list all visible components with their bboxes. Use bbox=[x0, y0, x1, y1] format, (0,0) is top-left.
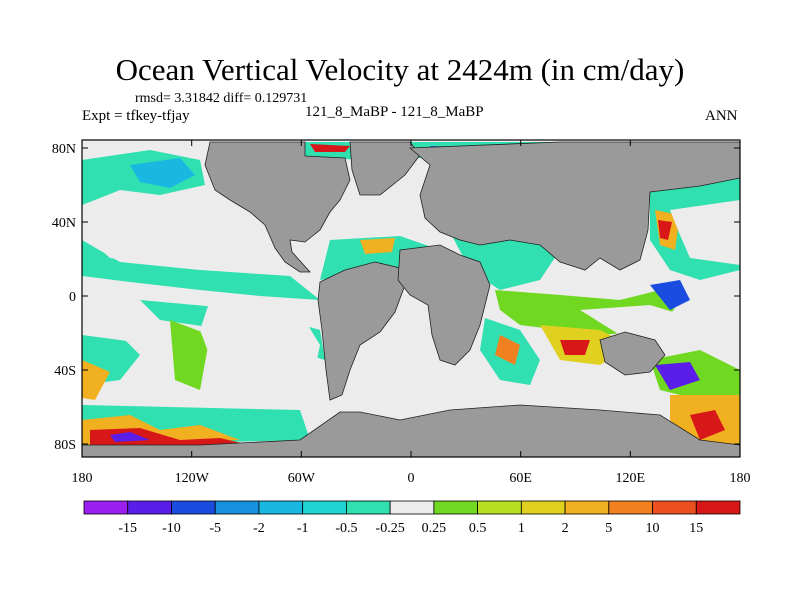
field-blob bbox=[658, 220, 672, 240]
field-blob bbox=[360, 238, 395, 254]
land-north-america bbox=[204, 141, 351, 273]
colorbar-swatch bbox=[127, 500, 172, 515]
lat-tick-label: 80N bbox=[52, 142, 76, 157]
near-zero-region bbox=[200, 300, 320, 398]
field-blob bbox=[650, 280, 690, 310]
field-blob bbox=[110, 432, 150, 442]
land-australia bbox=[599, 331, 666, 376]
colorbar-label: 5 bbox=[605, 521, 612, 536]
case-label: 121_8_MaBP - 121_8_MaBP bbox=[305, 104, 484, 120]
lon-tick-label: 0 bbox=[408, 471, 415, 486]
lon-tick-label: 180 bbox=[730, 471, 751, 486]
near-zero-region bbox=[670, 200, 740, 265]
colorbar-swatch bbox=[608, 500, 653, 515]
lat-tick-label: 0 bbox=[69, 290, 76, 305]
land-greenland bbox=[349, 141, 421, 196]
field-blob bbox=[495, 335, 520, 365]
land-south-america bbox=[317, 261, 406, 401]
near-zero-region bbox=[82, 300, 165, 342]
colorbar: -15 -10 -5 -2 -1 -0.5 -0.25 0.25 0.5 1 2 5 10 15 bbox=[83, 500, 741, 536]
stats-label: rmsd= 3.31842 diff= 0.129731 bbox=[135, 91, 308, 106]
colorbar-swatch bbox=[345, 500, 391, 515]
colorbar-label: 0.5 bbox=[469, 521, 487, 536]
map-fields bbox=[82, 141, 740, 457]
lon-tick-label: 180 bbox=[72, 471, 93, 486]
lon-tick-label: 60E bbox=[509, 471, 532, 486]
colorbar-label: -15 bbox=[118, 521, 137, 536]
colorbar-label: -1 bbox=[297, 521, 309, 536]
field-blob bbox=[82, 360, 110, 400]
land-africa bbox=[397, 244, 491, 366]
colorbar-swatch bbox=[564, 500, 610, 515]
colorbar-swatch bbox=[520, 500, 566, 515]
lat-tick-label: 80S bbox=[54, 438, 76, 453]
colorbar-swatch bbox=[477, 500, 522, 515]
longitude-axis: 180 120W 60W 0 60E 120E 180 bbox=[72, 140, 751, 486]
lon-tick-label: 60W bbox=[288, 471, 316, 486]
colorbar-swatch bbox=[389, 500, 435, 515]
lon-tick-label: 120W bbox=[175, 471, 210, 486]
lat-tick-label: 40S bbox=[54, 364, 76, 379]
colorbar-label: 1 bbox=[518, 521, 525, 536]
colorbar-label: -10 bbox=[162, 521, 181, 536]
field-blob bbox=[170, 320, 210, 390]
lon-tick-label: 120E bbox=[616, 471, 646, 486]
land-eurasia bbox=[408, 141, 740, 271]
field-blob bbox=[690, 410, 725, 440]
land-antarctica bbox=[82, 404, 740, 457]
colorbar-label: 2 bbox=[562, 521, 569, 536]
field-blob bbox=[655, 362, 700, 390]
colorbar-label: -5 bbox=[209, 521, 221, 536]
colorbar-swatch bbox=[171, 500, 216, 515]
colorbar-label: -0.25 bbox=[376, 521, 405, 536]
land bbox=[82, 141, 740, 457]
lat-tick-label: 40N bbox=[52, 216, 76, 231]
near-zero-region bbox=[90, 200, 300, 274]
colorbar-label: 0.25 bbox=[422, 521, 447, 536]
colorbar-swatch bbox=[302, 500, 347, 515]
field-blob bbox=[82, 240, 320, 300]
colorbar-swatch bbox=[214, 500, 260, 515]
colorbar-label: -0.5 bbox=[335, 521, 357, 536]
field-blob bbox=[310, 144, 350, 152]
colorbar-swatch bbox=[433, 500, 479, 515]
colorbar-swatch bbox=[258, 500, 304, 515]
colorbar-swatch bbox=[83, 500, 129, 515]
plot-title: Ocean Vertical Velocity at 2424m (in cm/… bbox=[115, 52, 685, 87]
near-zero-region bbox=[580, 305, 705, 350]
field-blob bbox=[560, 340, 590, 355]
season-label: ANN bbox=[705, 108, 738, 124]
colorbar-swatch bbox=[652, 500, 697, 515]
field-blob bbox=[130, 158, 195, 188]
colorbar-label: -2 bbox=[253, 521, 265, 536]
colorbar-label: 10 bbox=[646, 521, 660, 536]
latitude-axis: 80N 40N 0 40S 80S bbox=[52, 142, 740, 453]
colorbar-label: 15 bbox=[689, 521, 703, 536]
expt-label: Expt = tfkey-tfjay bbox=[82, 108, 190, 124]
colorbar-swatch bbox=[695, 500, 741, 515]
